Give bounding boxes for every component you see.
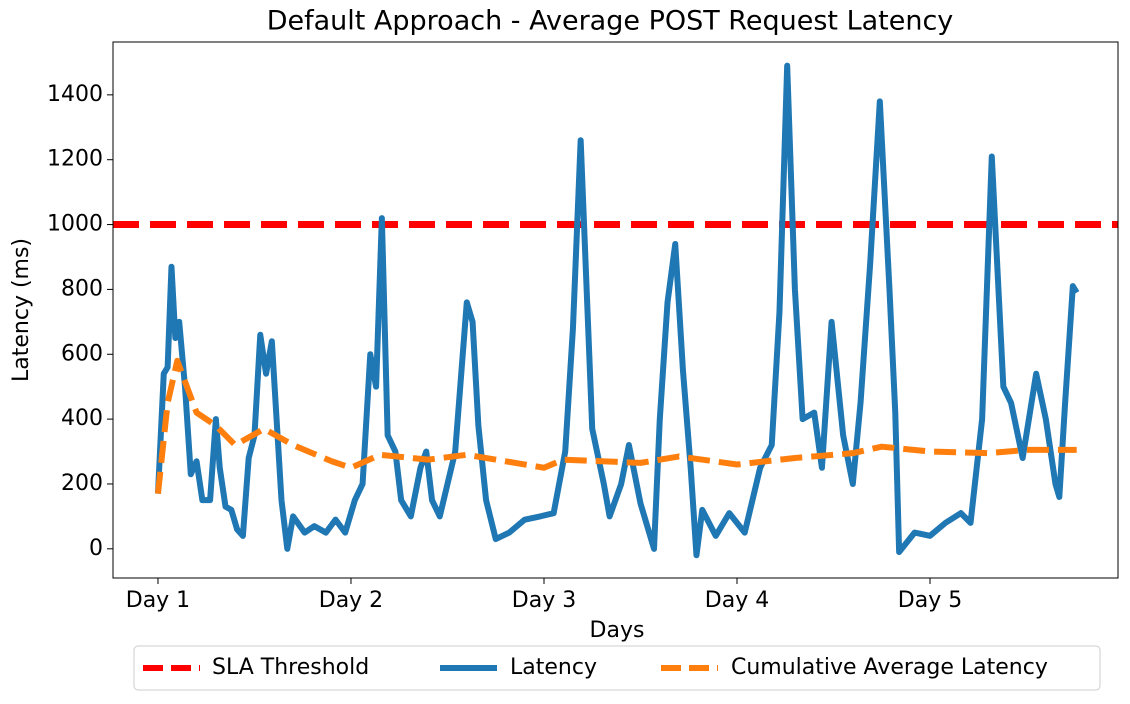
x-axis-label: Days	[590, 618, 645, 643]
series-line	[154, 357, 1077, 495]
y-tick-label: 1200	[47, 147, 103, 172]
y-axis-label: Latency (ms)	[9, 238, 34, 382]
x-tick-label: Day 1	[126, 588, 190, 613]
y-tick-label: 200	[61, 471, 103, 496]
series-line	[154, 62, 1080, 559]
y-tick-label: 600	[61, 341, 103, 366]
legend-label: Cumulative Average Latency	[731, 655, 1048, 680]
y-tick-label: 1000	[47, 212, 103, 237]
y-tick-label: 400	[61, 406, 103, 431]
chart-title: Default Approach - Average POST Request …	[267, 6, 954, 37]
legend-label: Latency	[510, 655, 597, 680]
legend-box	[133, 645, 1101, 691]
x-tick-label: Day 5	[898, 588, 962, 613]
x-tick-label: Day 3	[512, 588, 576, 613]
x-tick-label: Day 2	[319, 588, 383, 613]
legend-label: SLA Threshold	[212, 655, 369, 680]
plot-frame	[112, 41, 1119, 579]
y-tick-label: 800	[61, 276, 103, 301]
y-tick-label: 0	[89, 536, 103, 561]
x-tick-label: Day 4	[705, 588, 769, 613]
y-tick-label: 1400	[47, 82, 103, 107]
